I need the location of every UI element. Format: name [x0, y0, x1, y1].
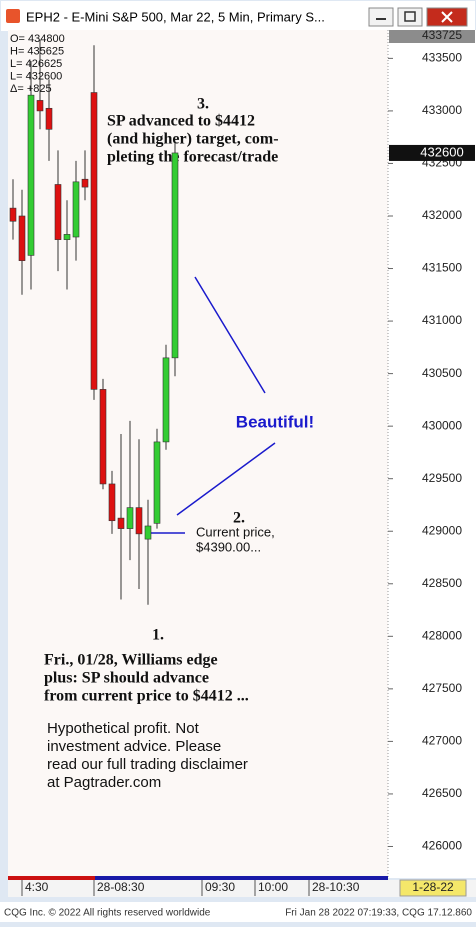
candle-body	[18, 215, 26, 261]
maximize-button[interactable]	[397, 7, 423, 27]
disclaimer: read our full trading disclaimer	[47, 756, 248, 773]
pointer-line	[194, 276, 266, 394]
candle-body	[117, 517, 125, 529]
time-label: 09:30	[205, 880, 235, 894]
disclaimer: Hypothetical profit. Not	[47, 720, 200, 737]
last-price-box	[389, 144, 475, 161]
y-tick-label: 426000	[422, 839, 462, 853]
candle-body	[27, 94, 35, 256]
close-icon	[441, 11, 453, 23]
candle-body	[99, 389, 107, 485]
last-price-label: 432600	[420, 144, 463, 159]
status-bar	[0, 902, 476, 922]
candle-body	[135, 507, 143, 535]
window-title: EPH2 - E-Mini S&P 500, Mar 22, 5 Min, Pr…	[26, 9, 325, 24]
candle-body	[171, 152, 179, 359]
y-tick-label: 430500	[422, 366, 462, 380]
y-tick-label: 427000	[422, 734, 462, 748]
y-tick-label: 431000	[422, 313, 462, 327]
footer-right: Fri Jan 28 2022 07:19:33, CQG 17.12.860	[285, 908, 472, 919]
y-tick-label: 428000	[422, 628, 462, 642]
candle-body	[54, 184, 62, 240]
title-bar	[1, 1, 475, 31]
candle-body	[144, 525, 152, 540]
y-tick-label: 428500	[422, 576, 462, 590]
candle-body	[63, 234, 71, 240]
candle-body	[45, 107, 53, 130]
candle-body	[108, 483, 116, 522]
annotation: from current price to $4412 ...	[44, 688, 249, 705]
ohlc-info: H= 435625	[10, 45, 64, 57]
y-tick-label: 433000	[422, 103, 462, 117]
y-tick-label: 432000	[422, 208, 462, 222]
price-highlight	[389, 30, 475, 43]
pointer-line	[176, 442, 276, 516]
date-label: 1-28-22	[412, 880, 454, 894]
ohlc-info: L= 426625	[10, 58, 62, 70]
annotation: (and higher) target, com-	[107, 131, 279, 148]
candle-body	[81, 178, 89, 188]
annotation: Fri., 01/28, Williams edge	[44, 652, 218, 669]
annotation-highlight: Beautiful!	[236, 412, 314, 431]
candle-body	[153, 441, 161, 524]
candle-body	[90, 92, 98, 390]
candle-body	[162, 357, 170, 443]
candle-body	[9, 207, 17, 222]
session-bar	[8, 876, 95, 880]
time-label: 4:30	[25, 880, 49, 894]
annotation-number: 3.	[197, 96, 209, 113]
y-tick-label: 426500	[422, 786, 462, 800]
y-tick-label: 429500	[422, 471, 462, 485]
annotation: SP advanced to $4412	[107, 113, 255, 130]
time-axis	[8, 880, 476, 897]
annotation-number: 1.	[152, 627, 164, 644]
annotation: pleting the forecast/trade	[107, 149, 278, 166]
disclaimer: at Pagtrader.com	[47, 774, 161, 791]
y-tick-label: 427500	[422, 681, 462, 695]
date-box	[399, 879, 467, 897]
candle-body	[126, 507, 134, 529]
candle-body	[72, 181, 80, 238]
price-highlight-label: 433725	[422, 28, 462, 42]
annotation-number: 2.	[233, 510, 245, 527]
session-bar	[95, 876, 388, 880]
annotation: plus: SP should advance	[44, 670, 209, 687]
price-axis	[388, 30, 476, 878]
footer-left: CQG Inc. © 2022 All rights reserved worl…	[4, 908, 211, 919]
minimize-button[interactable]	[368, 7, 394, 27]
time-label: 10:00	[258, 880, 288, 894]
ohlc-info: O= 434800	[10, 33, 65, 45]
candle-body	[36, 100, 44, 112]
disclaimer: investment advice. Please	[47, 738, 221, 755]
app-icon	[6, 9, 20, 23]
y-tick-label: 429000	[422, 523, 462, 537]
annotation: Current price,	[196, 524, 275, 539]
time-label: 28-10:30	[312, 880, 360, 894]
y-tick-label: 430000	[422, 418, 462, 432]
time-label: 28-08:30	[97, 880, 145, 894]
ohlc-info: L= 432600	[10, 70, 62, 82]
plot-area	[8, 30, 388, 878]
maximize-icon	[404, 11, 416, 22]
annotation: $4390.00...	[196, 539, 261, 554]
y-tick-label: 433500	[422, 51, 462, 65]
y-tick-label: 431500	[422, 261, 462, 275]
